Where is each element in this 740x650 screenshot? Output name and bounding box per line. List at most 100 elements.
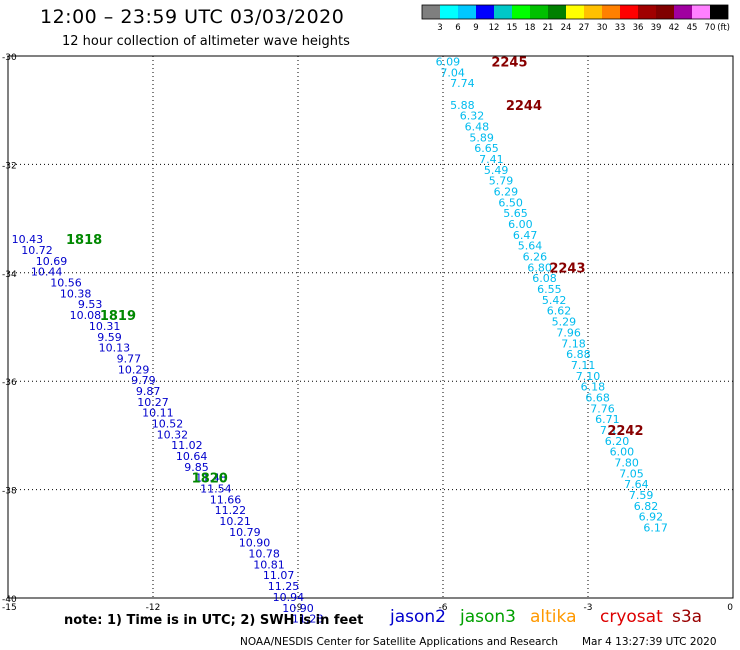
color-scale-swatch [512, 5, 530, 19]
data-value-label: 10.21 [219, 515, 251, 528]
legend-jason3: jason3 [460, 607, 516, 627]
data-value-label: 6.55 [537, 283, 562, 296]
data-value-label: 9.79 [131, 374, 156, 387]
data-value-label: 10.31 [89, 320, 121, 333]
data-value-label: 10.81 [253, 558, 285, 571]
data-value-label: 6.50 [498, 196, 523, 209]
data-value-label: 6.32 [460, 110, 485, 123]
data-value-label: 9.59 [97, 331, 122, 344]
legend-s3a: s3a [672, 607, 703, 627]
y-tick-label: -40 [2, 595, 17, 605]
x-tick-label: -6 [439, 603, 448, 613]
color-scale-swatch [692, 5, 710, 19]
time-label: 2243 [549, 261, 585, 276]
data-value-label: 5.79 [489, 175, 514, 188]
color-scale-label: 45 [687, 23, 698, 33]
x-tick-label: -15 [2, 603, 17, 613]
data-value-label: 10.38 [60, 287, 92, 300]
data-value-label: 6.68 [585, 391, 610, 404]
data-value-label: 5.88 [450, 99, 475, 112]
data-value-label: 7.18 [561, 337, 586, 350]
color-scale-swatch [638, 5, 656, 19]
color-scale-unit: (ft) [717, 23, 730, 33]
data-value-label: 11.22 [215, 504, 247, 517]
data-value-label: 6.00 [508, 218, 533, 231]
data-value-label: 6.48 [465, 120, 490, 133]
color-scale-swatch [566, 5, 584, 19]
data-value-label: 10.90 [282, 602, 314, 615]
data-value-label: 6.18 [581, 381, 606, 394]
color-scale-label: 33 [615, 23, 626, 33]
data-value-label: 6.88 [566, 348, 591, 361]
color-scale-label: 42 [669, 23, 680, 33]
data-value-label: 7.59 [629, 489, 654, 502]
time-label: 1818 [66, 233, 102, 248]
data-value-label: 10.08 [70, 309, 102, 322]
data-value-label: 6.00 [610, 446, 635, 459]
color-scale-label: 9 [473, 23, 478, 33]
data-value-label: 10.90 [239, 537, 271, 550]
page-title: 12:00 – 23:59 UTC 03/03/2020 [40, 6, 345, 28]
data-value-label: 7.96 [556, 326, 581, 339]
data-value-label: 7.41 [479, 153, 504, 166]
data-value-label: 11.25 [268, 580, 300, 593]
data-value-label: 10.52 [152, 417, 184, 430]
data-value-label: 10.78 [248, 548, 280, 561]
x-tick-label: -12 [146, 603, 161, 613]
data-value-label: 10.43 [12, 233, 44, 246]
data-value-label: 6.08 [532, 272, 557, 285]
y-tick-label: -34 [2, 270, 17, 280]
data-value-label: 6.26 [523, 251, 548, 264]
color-scale-label: 27 [579, 23, 590, 33]
data-value-label: 10.44 [31, 266, 63, 279]
color-scale-swatch [674, 5, 692, 19]
data-value-label: 7.11 [571, 359, 596, 372]
color-scale-swatch [602, 5, 620, 19]
data-value-label: 6.17 [643, 522, 668, 535]
color-scale-swatch [476, 5, 494, 19]
data-value-label: 6.65 [474, 142, 499, 155]
data-value-label: 6.47 [513, 229, 538, 242]
data-value-label: 10.27 [137, 396, 169, 409]
data-value-label: 9.87 [136, 385, 161, 398]
color-scale-swatch [458, 5, 476, 19]
y-tick-label: -30 [2, 53, 17, 63]
data-value-label: 10.64 [176, 450, 208, 463]
color-scale-swatch [440, 5, 458, 19]
color-scale-swatch [584, 5, 602, 19]
page-subtitle: 12 hour collection of altimeter wave hei… [62, 34, 350, 49]
data-value-label: 5.29 [552, 316, 577, 329]
data-value-label: 10.32 [157, 428, 189, 441]
legend-cryosat: cryosat [600, 607, 663, 627]
color-scale-label: 6 [455, 23, 460, 33]
data-value-label: 6.20 [605, 435, 630, 448]
footer-note: note: 1) Time is in UTC; 2) SWH is in fe… [64, 613, 364, 628]
color-scale-swatch [422, 5, 440, 19]
data-value-label: 6.09 [436, 55, 461, 68]
color-scale-label: 21 [543, 23, 554, 33]
data-value-label: 5.64 [518, 240, 543, 253]
data-value-label: 11.07 [263, 569, 295, 582]
time-label: 2245 [491, 55, 527, 70]
data-value-label: 10.13 [99, 342, 131, 355]
time-label: 1819 [100, 309, 136, 324]
color-scale-label: 24 [561, 23, 572, 33]
color-scale-swatch [710, 5, 728, 19]
data-value-label: 7.04 [440, 66, 465, 79]
data-value-label: 7.76 [590, 402, 615, 415]
data-value-label: 9.53 [78, 298, 103, 311]
color-scale-label: 3 [437, 23, 442, 33]
data-value-label: 10.29 [118, 363, 150, 376]
color-scale-label: 18 [525, 23, 536, 33]
data-value-label: 7.05 [619, 467, 644, 480]
time-label: 2242 [607, 424, 643, 439]
x-tick-label: -3 [584, 603, 593, 613]
data-value-label: 5.49 [484, 164, 509, 177]
data-value-label: 10.69 [36, 255, 68, 268]
data-value-label: 11.28 [292, 613, 324, 626]
color-scale-swatch [656, 5, 674, 19]
data-value-label: 10.79 [229, 526, 261, 539]
data-value-label: 5.89 [469, 131, 494, 144]
color-scale-label: 15 [507, 23, 518, 33]
